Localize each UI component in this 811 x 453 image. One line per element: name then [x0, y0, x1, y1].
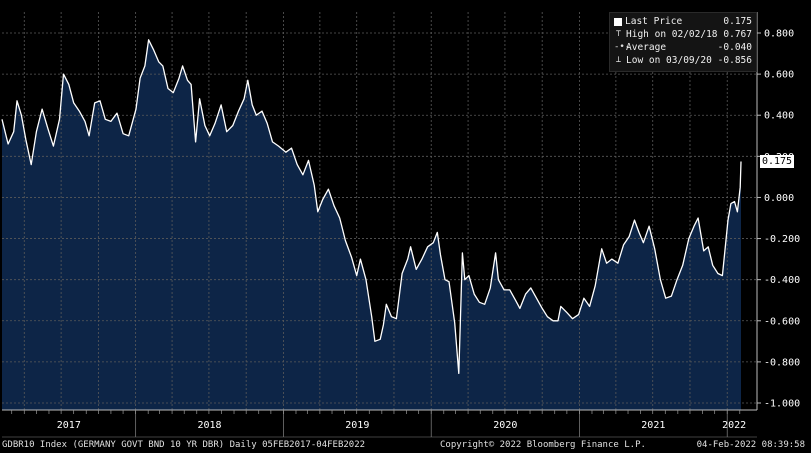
- y-tick-label: 0.800: [764, 29, 794, 40]
- high-marker-icon: ⊤: [615, 29, 622, 39]
- x-tick-label: 2019: [345, 420, 369, 431]
- legend-item-low: ⊥ Low on 03/09/20 -0.856: [615, 55, 752, 66]
- average-marker-icon: -•-: [614, 42, 631, 52]
- footer-copyright: Copyright© 2022 Bloomberg Finance L.P.: [440, 440, 646, 450]
- x-tick-label: 2018: [197, 420, 221, 431]
- y-tick-label: 0.400: [764, 111, 794, 122]
- chart-legend: Last Price 0.175 ⊤ High on 02/02/18 0.767…: [609, 12, 757, 72]
- x-tick-label: 2021: [641, 420, 665, 431]
- footer-timestamp: 04-Feb-2022 08:39:58: [696, 440, 805, 450]
- legend-item-last-price: Last Price 0.175: [614, 15, 752, 28]
- series-line: [1, 39, 742, 375]
- legend-item-high: ⊤ High on 02/02/18 0.767: [615, 29, 752, 40]
- y-tick-label: -0.800: [764, 357, 800, 368]
- legend-item-average: -•- Average -0.040: [614, 42, 752, 53]
- chart-footer: GDBR10 Index (GERMANY GOVT BND 10 YR DBR…: [0, 438, 811, 453]
- series-area-fill: [2, 39, 741, 411]
- low-marker-icon: ⊥: [615, 55, 622, 65]
- x-tick-label: 2020: [493, 420, 517, 431]
- y-tick-label: -0.400: [764, 275, 800, 286]
- square-icon: [614, 17, 622, 26]
- x-tick-label: 2022: [722, 420, 746, 431]
- y-tick-label: -0.600: [764, 316, 800, 327]
- y-tick-label: -1.000: [764, 399, 800, 410]
- last-price-tag: 0.175: [760, 154, 794, 168]
- y-tick-label: 0.000: [764, 193, 794, 204]
- x-tick-label: 2017: [57, 420, 81, 431]
- footer-security-info: GDBR10 Index (GERMANY GOVT BND 10 YR DBR…: [2, 440, 366, 450]
- y-tick-label: -0.200: [764, 234, 800, 245]
- y-tick-label: 0.600: [764, 70, 794, 81]
